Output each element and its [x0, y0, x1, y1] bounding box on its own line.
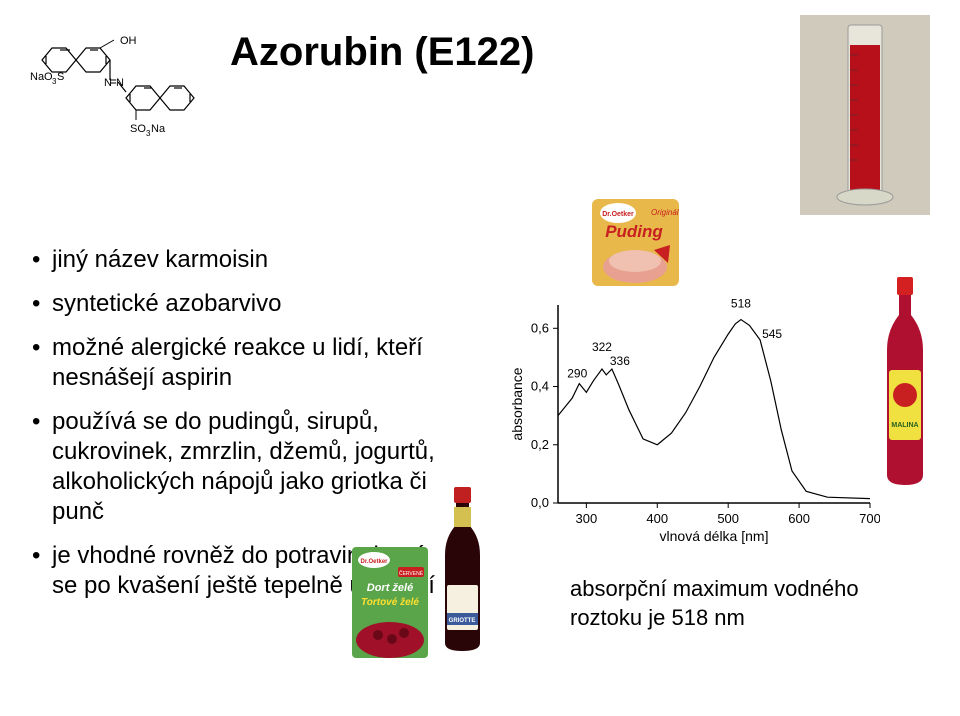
svg-text:336: 336 — [610, 354, 630, 368]
svg-text:0,4: 0,4 — [531, 379, 549, 394]
photo-cylinder — [800, 15, 930, 215]
svg-text:600: 600 — [788, 511, 810, 526]
svg-text:0,0: 0,0 — [531, 495, 549, 510]
bullet-item: syntetické azobarvivo — [30, 289, 450, 319]
photo-pudding-package: Dr.Oetker Originál Puding — [588, 195, 683, 290]
svg-text:0,2: 0,2 — [531, 437, 549, 452]
photo-griotte-bottle: GRIOTTE — [435, 485, 490, 655]
svg-text:700: 700 — [859, 511, 880, 526]
svg-text:SO: SO — [130, 123, 146, 135]
svg-text:518: 518 — [731, 297, 751, 311]
svg-text:MALINA: MALINA — [891, 422, 918, 429]
bullet-item: používá se do pudingů, sirupů, cukrovine… — [30, 407, 450, 527]
absorbance-chart: 0,0 0,2 0,4 0,6 300 400 500 600 700 290 322336 518 5… — [510, 285, 880, 545]
header-row: NaO 3 S OH N N SO 3 Na Azorubin (E122) — [30, 20, 930, 215]
svg-text:545: 545 — [762, 327, 782, 341]
slide-page: NaO 3 S OH N N SO 3 Na Azorubin (E122) — [0, 0, 960, 716]
svg-text:0,6: 0,6 — [531, 320, 549, 335]
svg-text:Originál: Originál — [651, 208, 679, 217]
svg-text:Dort želé: Dort želé — [367, 582, 413, 594]
svg-text:absorbance: absorbance — [510, 367, 525, 440]
svg-text:322: 322 — [592, 340, 612, 354]
svg-text:OH: OH — [120, 35, 137, 47]
svg-text:400: 400 — [646, 511, 668, 526]
slide-title: Azorubin (E122) — [230, 30, 770, 75]
svg-text:Tortové želé: Tortové želé — [361, 597, 419, 608]
photo-zele-package: Dr.Oetker ČERVENÉ Dort želé Tortové želé — [350, 545, 430, 660]
photo-malina-bottle: MALINA — [875, 275, 935, 490]
svg-text:NaO: NaO — [30, 71, 53, 83]
svg-text:vlnová délka [nm]: vlnová délka [nm] — [660, 528, 769, 544]
content-row: jiný název karmoisin syntetické azobarvi… — [30, 245, 930, 615]
svg-text:500: 500 — [717, 511, 739, 526]
right-column: Dr.Oetker Originál Puding MALINA — [470, 245, 930, 615]
bullet-item: jiný název karmoisin — [30, 245, 450, 275]
svg-text:S: S — [57, 71, 64, 83]
svg-text:ČERVENÉ: ČERVENÉ — [399, 570, 424, 577]
svg-text:300: 300 — [576, 511, 598, 526]
chart-caption: absorpční maximum vodného roztoku je 518… — [570, 575, 890, 632]
svg-text:N: N — [116, 77, 124, 89]
chemical-structure-diagram: NaO 3 S OH N N SO 3 Na — [30, 20, 200, 150]
svg-text:Dr.Oetker: Dr.Oetker — [360, 559, 388, 565]
svg-text:Na: Na — [151, 123, 166, 135]
svg-text:290: 290 — [567, 367, 587, 381]
svg-text:Puding: Puding — [605, 222, 663, 241]
svg-text:Dr.Oetker: Dr.Oetker — [602, 211, 634, 218]
svg-text:GRIOTTE: GRIOTTE — [449, 618, 476, 624]
bullet-item: možné alergické reakce u lidí, kteří nes… — [30, 333, 450, 393]
